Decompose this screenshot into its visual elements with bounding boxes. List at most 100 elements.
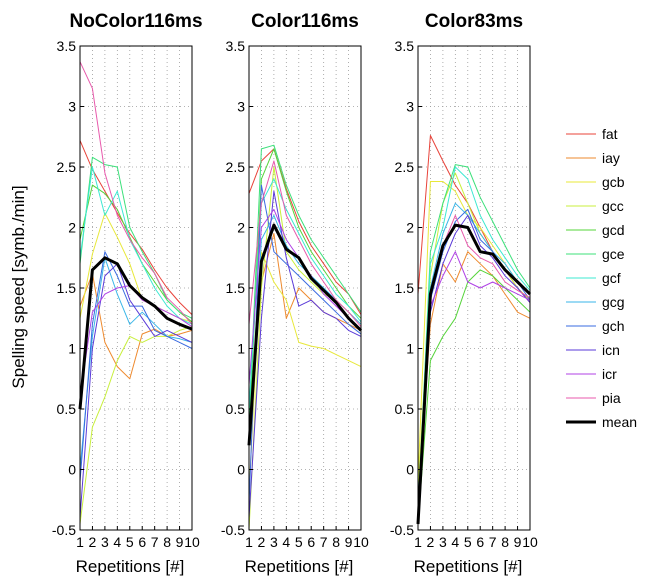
y-tick-label: 1 (68, 341, 76, 357)
y-tick-label: 0.5 (57, 401, 77, 417)
panel-title: Color83ms (425, 11, 523, 32)
legend-label-gcg: gcg (602, 294, 625, 310)
y-tick-label: 3.5 (226, 38, 246, 54)
y-tick-label: 1 (406, 341, 414, 357)
series-line-mean (247, 223, 363, 446)
y-tick-label: 3.5 (395, 38, 415, 54)
legend-label-gcf: gcf (602, 270, 621, 286)
panel-2: Color116ms-0.500.511.522.533.51 2 3 4 5 6 7 8 9 1… (221, 11, 369, 576)
x-tick-label: 3 (270, 534, 278, 550)
series-line-gcf (417, 166, 531, 512)
series-line-iay (79, 273, 193, 380)
y-tick-label: -0.5 (52, 522, 76, 538)
series-line-icn (248, 190, 362, 518)
series-line-gch (79, 251, 193, 482)
x-tick-label: 10 (353, 534, 369, 550)
x-tick-label: 7 (151, 534, 159, 550)
x-tick-label: 6 (307, 534, 315, 550)
series-line-gce (248, 144, 362, 422)
series-line-gcf (79, 166, 193, 325)
legend-label-icn: icn (602, 342, 620, 358)
x-tick-label: 9 (345, 534, 353, 550)
legend-label-gce: gce (602, 246, 625, 262)
x-tick-label: 2 (89, 534, 97, 550)
x-tick-label: 9 (176, 534, 184, 550)
x-tick-label: 10 (184, 534, 200, 550)
legend-label-gch: gch (602, 318, 625, 334)
y-tick-label: 3 (237, 99, 245, 115)
series-line-fat (79, 140, 193, 315)
y-tick-label: 0.5 (226, 401, 246, 417)
legend-label-gcd: gcd (602, 222, 625, 238)
x-tick-label: 2 (258, 534, 266, 550)
series-line-pia (79, 61, 193, 325)
y-tick-label: 0 (68, 462, 76, 478)
legend-label-gcc: gcc (602, 198, 624, 214)
legend-label-fat: fat (602, 126, 618, 142)
y-tick-label: 0.5 (395, 401, 415, 417)
series-line-icn (79, 263, 193, 518)
legend: fat iay gcb gcc gcd gce gcf gcg gch icn icr pia mean (566, 126, 637, 430)
series-line-gcf (248, 178, 362, 410)
series-line-mean (78, 256, 193, 410)
x-tick-label: 10 (522, 534, 538, 550)
y-axis-label: Spelling speed [symb./min] (9, 185, 28, 388)
x-tick-label: 9 (514, 534, 522, 550)
series-line-gcg (79, 257, 193, 470)
x-tick-label: 1 (414, 534, 422, 550)
x-tick-label: 3 (439, 534, 447, 550)
y-tick-label: 2.5 (226, 159, 246, 175)
x-tick-label: 5 (126, 534, 134, 550)
y-tick-label: 1.5 (395, 280, 415, 296)
x-axis-label: Repetitions [#] (414, 557, 523, 576)
y-tick-label: 0 (406, 462, 414, 478)
series-line-mean (416, 223, 532, 525)
series-line-gcc (417, 172, 531, 494)
y-tick-label: 3.5 (57, 38, 77, 54)
x-tick-label: 4 (451, 534, 459, 550)
x-tick-label: 4 (282, 534, 290, 550)
x-tick-label: 6 (138, 534, 146, 550)
panel-title: Color116ms (251, 11, 359, 32)
legend-label-mean: mean (602, 414, 637, 430)
x-tick-label: 7 (320, 534, 328, 550)
x-tick-label: 2 (427, 534, 435, 550)
series-line-iay (417, 251, 531, 506)
panel-1: NoColor116ms-0.500.511.522.533.51 2 3 4 5 6 7 8… (52, 11, 203, 576)
x-axis-label: Repetitions [#] (245, 557, 354, 576)
series-line-gch (417, 208, 531, 525)
series-line-gce (79, 156, 193, 319)
x-tick-label: 7 (489, 534, 497, 550)
x-tick-label: 4 (113, 534, 121, 550)
legend-label-gcb: gcb (602, 174, 625, 190)
y-tick-label: 2.5 (395, 159, 415, 175)
x-tick-label: 5 (295, 534, 303, 550)
panel-title: NoColor116ms (69, 11, 202, 32)
series-line-gcd (417, 269, 531, 525)
y-tick-label: -0.5 (390, 522, 414, 538)
x-tick-label: 8 (332, 534, 340, 550)
series-line-pia (248, 160, 362, 328)
series-line-gcd (248, 148, 362, 434)
legend-label-icr: icr (602, 366, 617, 382)
y-tick-label: -0.5 (221, 522, 245, 538)
y-tick-label: 2 (237, 220, 245, 236)
y-tick-label: 2 (406, 220, 414, 236)
legend-label-pia: pia (602, 390, 621, 406)
y-tick-label: 3 (406, 99, 414, 115)
x-tick-label: 3 (101, 534, 109, 550)
x-tick-label: 6 (476, 534, 484, 550)
y-tick-label: 2.5 (57, 159, 77, 175)
x-tick-label: 8 (163, 534, 171, 550)
y-tick-label: 1.5 (57, 280, 77, 296)
series-line-gcb (417, 181, 531, 482)
series-line-pia (417, 214, 531, 512)
series-line-icr (79, 285, 193, 397)
panels: NoColor116ms-0.500.511.522.533.51 2 3 4 5 6 7 8… (52, 11, 538, 576)
y-tick-label: 2 (68, 220, 76, 236)
series-line-gcb (248, 251, 362, 494)
y-tick-label: 1.5 (226, 280, 246, 296)
series-line-icn (417, 214, 531, 525)
series-line-icr (417, 251, 531, 518)
